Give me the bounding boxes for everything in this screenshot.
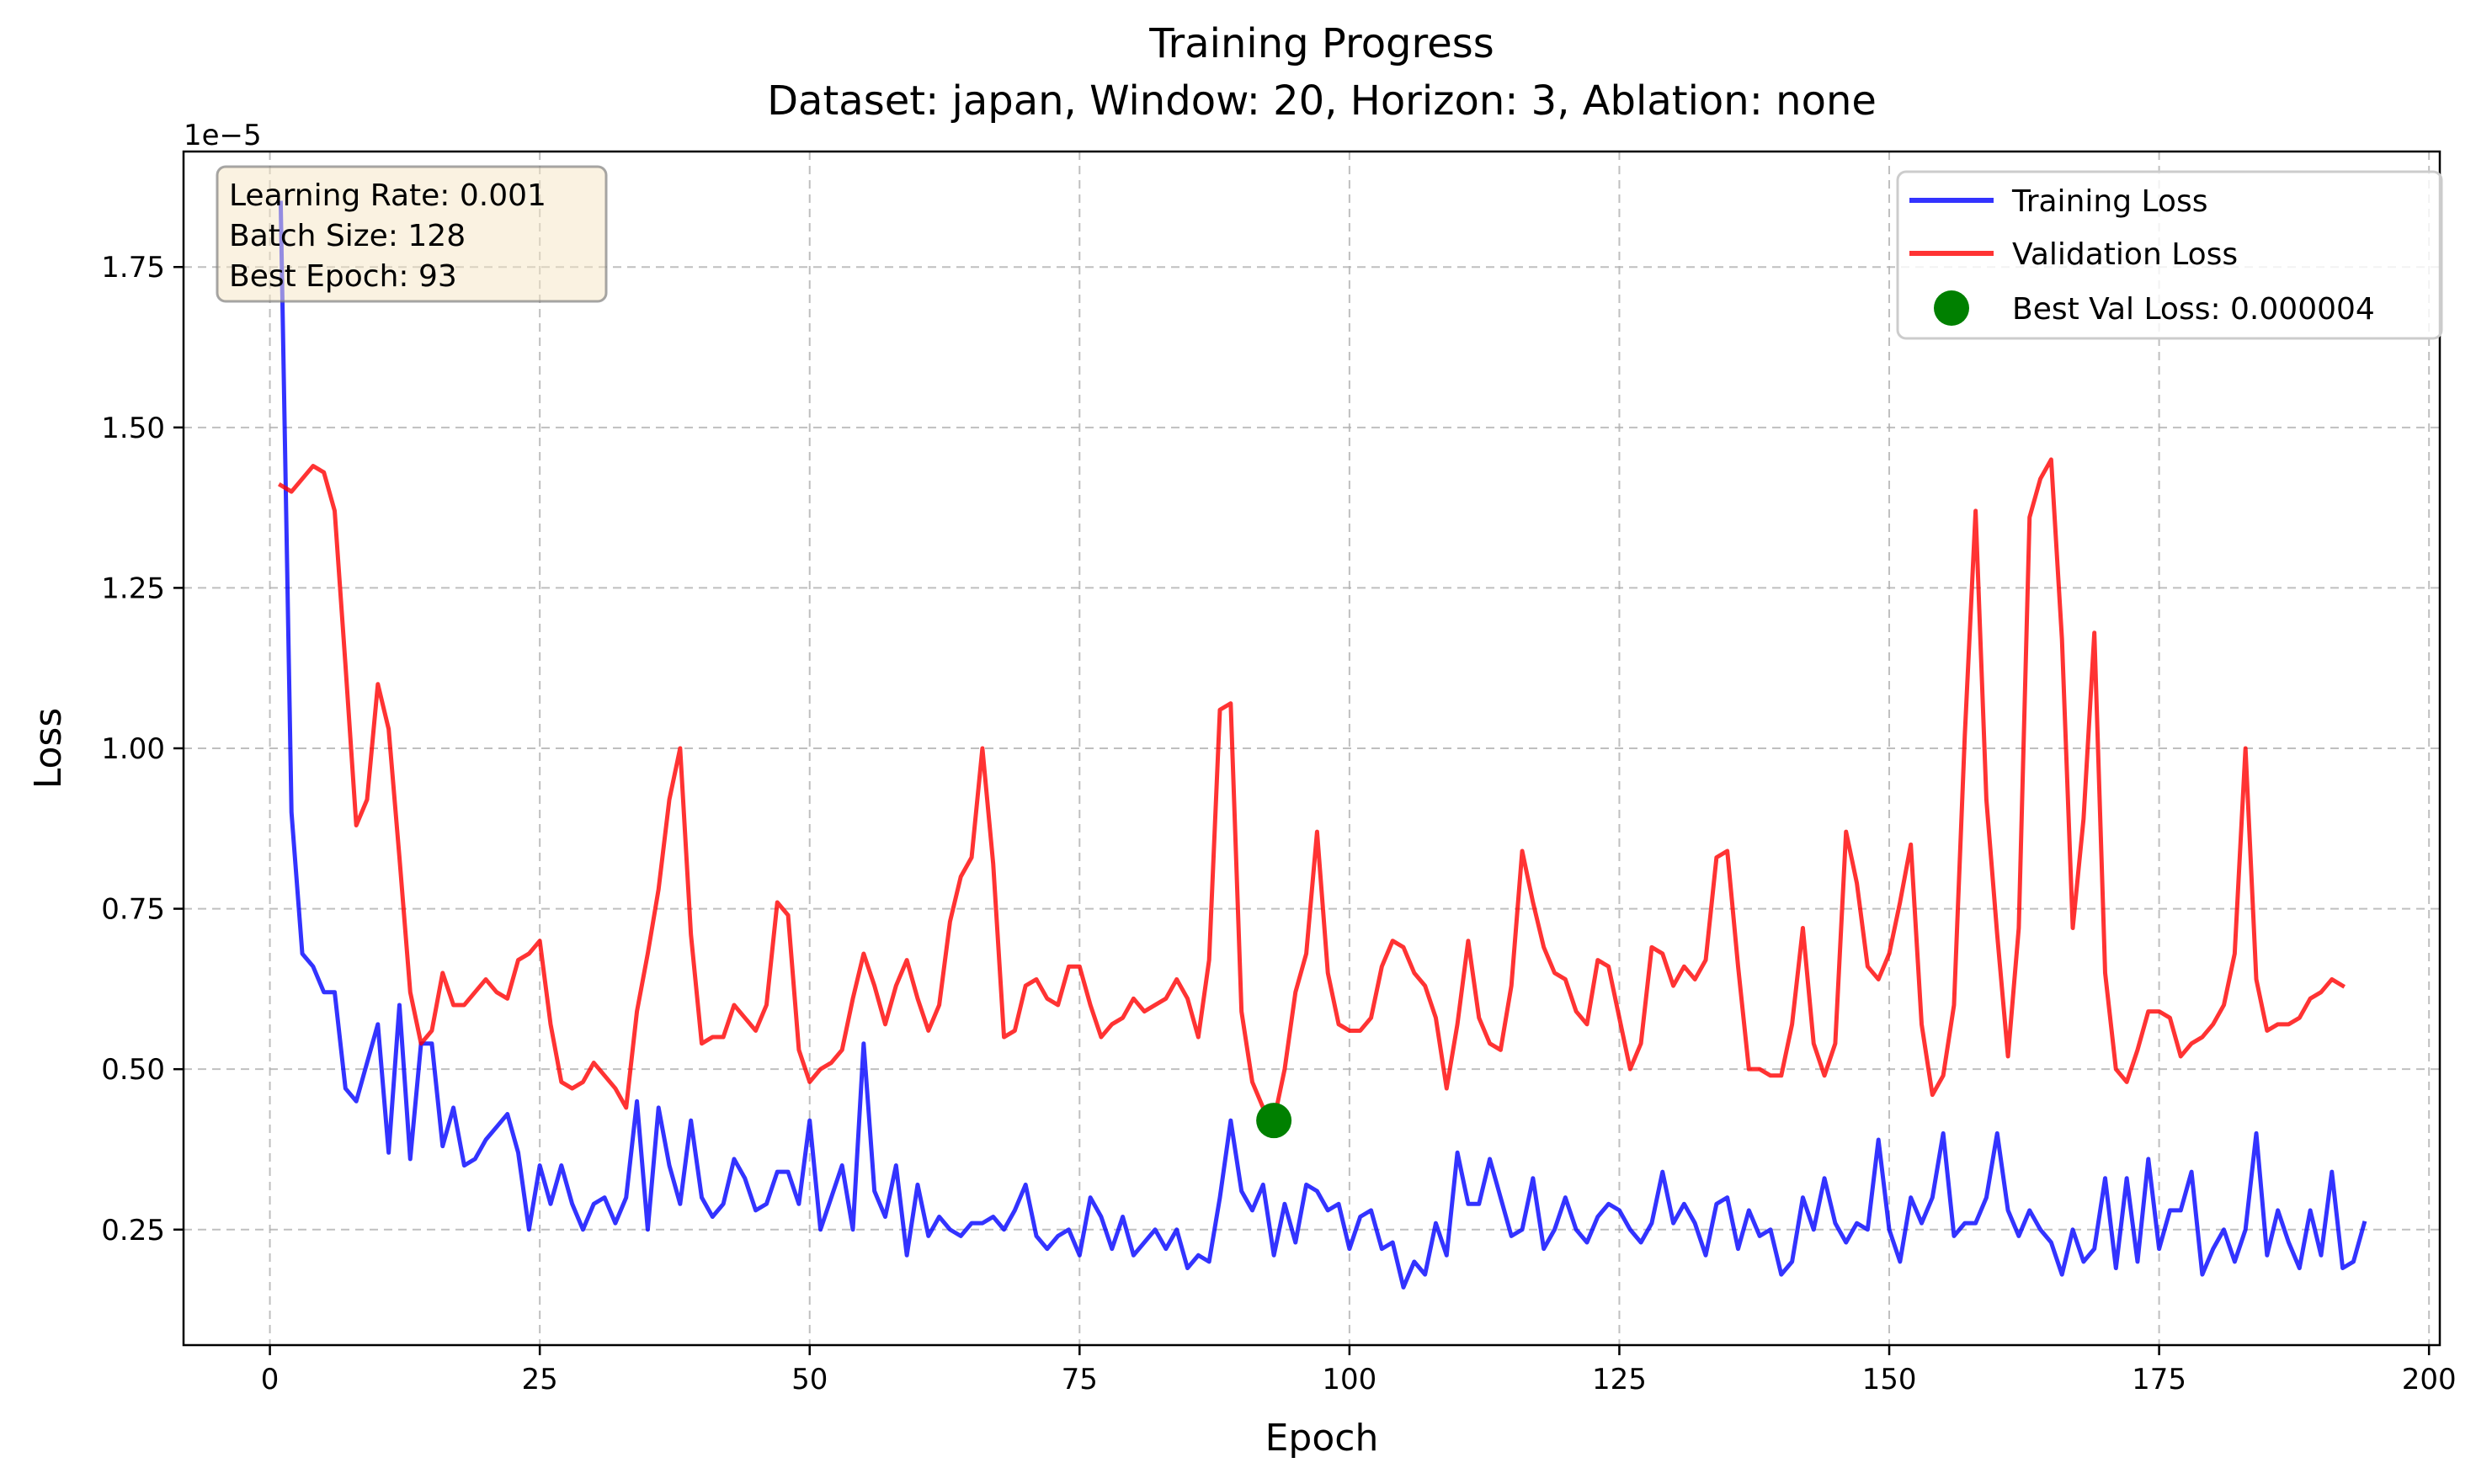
x-tick-label: 150 <box>1862 1363 1917 1396</box>
series-line-validation-loss <box>277 457 2346 1123</box>
legend: Training Loss Validation Loss Best Val L… <box>1896 170 2443 340</box>
y-tick-label: 1.25 <box>101 572 165 605</box>
best-val-loss-point <box>1256 1103 1292 1139</box>
info-box-background <box>216 165 608 303</box>
series-layer <box>277 200 2367 1290</box>
y-tick-label: 1.75 <box>101 251 165 285</box>
y-scale-label: 1e−5 <box>184 119 262 152</box>
ticks-layer: 0 25 50 75 100 125 150 175 200 0.25 0.50 0.75 1.00 1.… <box>101 251 2456 1396</box>
legend-frame <box>1896 170 2443 340</box>
legend-label-best-val-loss: Best Val Loss: 0.000004 <box>2012 292 2375 327</box>
x-tick-label: 175 <box>2132 1363 2186 1396</box>
info-learning-rate: Learning Rate: 0.001 <box>229 178 546 213</box>
x-tick-label: 125 <box>1592 1363 1647 1396</box>
x-tick-label: 25 <box>522 1363 558 1396</box>
x-tick-label: 0 <box>261 1363 280 1396</box>
y-axis-label: Loss <box>27 708 70 790</box>
info-best-epoch: Best Epoch: 93 <box>229 259 457 294</box>
legend-label-training-loss: Training Loss <box>2011 184 2207 219</box>
x-tick-label: 100 <box>1322 1363 1376 1396</box>
chart-subtitle: Dataset: japan, Window: 20, Horizon: 3, … <box>767 77 1877 125</box>
y-tick-label: 0.50 <box>101 1053 165 1087</box>
y-tick-label: 0.25 <box>101 1214 165 1247</box>
chart-title: Training Progress <box>1148 20 1494 67</box>
plot-frame <box>182 150 2441 1347</box>
y-tick-label: 1.50 <box>101 412 165 445</box>
info-batch-size: Batch Size: 128 <box>229 219 466 253</box>
y-tick-label: 0.75 <box>101 893 165 927</box>
x-axis-label: Epoch <box>1265 1417 1379 1460</box>
x-tick-label: 50 <box>791 1363 828 1396</box>
series-line-training-loss <box>278 200 2367 1290</box>
x-tick-label: 75 <box>1062 1363 1098 1396</box>
legend-label-validation-loss: Validation Loss <box>2012 237 2238 272</box>
y-tick-label: 1.00 <box>101 732 165 766</box>
legend-marker-best-val-loss <box>1934 290 1969 326</box>
info-box: Learning Rate: 0.001 Batch Size: 128 Bes… <box>216 165 608 303</box>
x-tick-label: 200 <box>2402 1363 2457 1396</box>
